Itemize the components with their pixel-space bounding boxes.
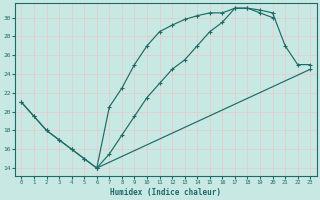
X-axis label: Humidex (Indice chaleur): Humidex (Indice chaleur): [110, 188, 221, 197]
